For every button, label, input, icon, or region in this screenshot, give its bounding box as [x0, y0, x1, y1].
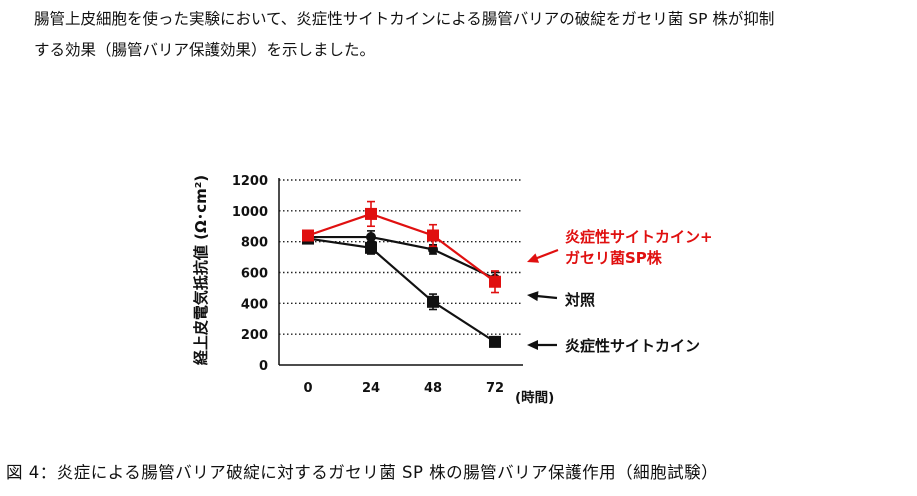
y-tick-label: 400 [241, 297, 268, 312]
y-tick-label: 1000 [232, 205, 268, 220]
x-tick-label: 72 [486, 381, 504, 396]
grid [279, 179, 523, 335]
y-tick-label: 600 [241, 267, 268, 282]
series-line [307, 237, 496, 343]
series-label-text: 炎症性サイトカイン+ ガセリ菌SP株 [565, 228, 713, 267]
series-line [308, 235, 496, 280]
axes: 0 200 400 600 800 1000 1200 0 24 48 72 (時間) 経上皮電気抵抗値… [192, 174, 554, 406]
x-tick-label: 0 [303, 381, 312, 396]
figure-caption: 図 4：炎症による腸管バリア破綻に対するガセリ菌 SP 株の腸管バリア保護作用（… [6, 463, 719, 482]
series-line [307, 212, 496, 283]
series-label-text: 炎症性サイトカイン [565, 337, 700, 355]
arrow-head [527, 253, 540, 263]
series-label-2: 炎症性サイトカイン [527, 337, 700, 355]
intro-line-2: する効果（腸管バリア保護効果）を示しました。 [34, 41, 376, 59]
data-point [489, 335, 501, 348]
y-tick-label: 1200 [232, 174, 268, 189]
x-tick-label: 48 [424, 381, 442, 396]
data-point [427, 229, 439, 242]
series-label-line: 対照 [564, 291, 595, 309]
arrow-head [527, 291, 539, 302]
y-axis-label: 経上皮電気抵抗値 (Ω･cm²) [192, 175, 210, 365]
series-2 [302, 232, 501, 348]
arrow-head [527, 340, 538, 350]
y-tick-label: 800 [241, 236, 268, 251]
series-label-line: 炎症性サイトカイン+ [565, 228, 713, 246]
series-1 [303, 230, 500, 286]
x-axis-label: (時間) [515, 389, 554, 406]
x-tick-label: 24 [362, 381, 380, 396]
data-point [302, 229, 314, 242]
data-point [427, 295, 439, 308]
series-label-line: ガセリ菌SP株 [565, 249, 663, 267]
data-point [489, 275, 501, 288]
data-point [365, 241, 377, 254]
series-label-1: 対照 [527, 291, 595, 309]
data-point [366, 232, 376, 243]
series-label-text: 対照 [564, 291, 595, 309]
intro-line-1: 腸管上皮細胞を使った実験において、炎症性サイトカインによる腸管バリアの破綻をガセ… [34, 10, 775, 28]
series-0 [302, 200, 501, 294]
series [302, 200, 501, 348]
y-tick-label: 200 [241, 328, 268, 343]
intro-text: 腸管上皮細胞を使った実験において、炎症性サイトカインによる腸管バリアの破綻をガセ… [34, 4, 904, 66]
series-label-line: 炎症性サイトカイン [565, 337, 700, 355]
series-label-0: 炎症性サイトカイン+ ガセリ菌SP株 [527, 228, 713, 267]
data-point [365, 207, 377, 220]
y-tick-label: 0 [259, 359, 268, 374]
